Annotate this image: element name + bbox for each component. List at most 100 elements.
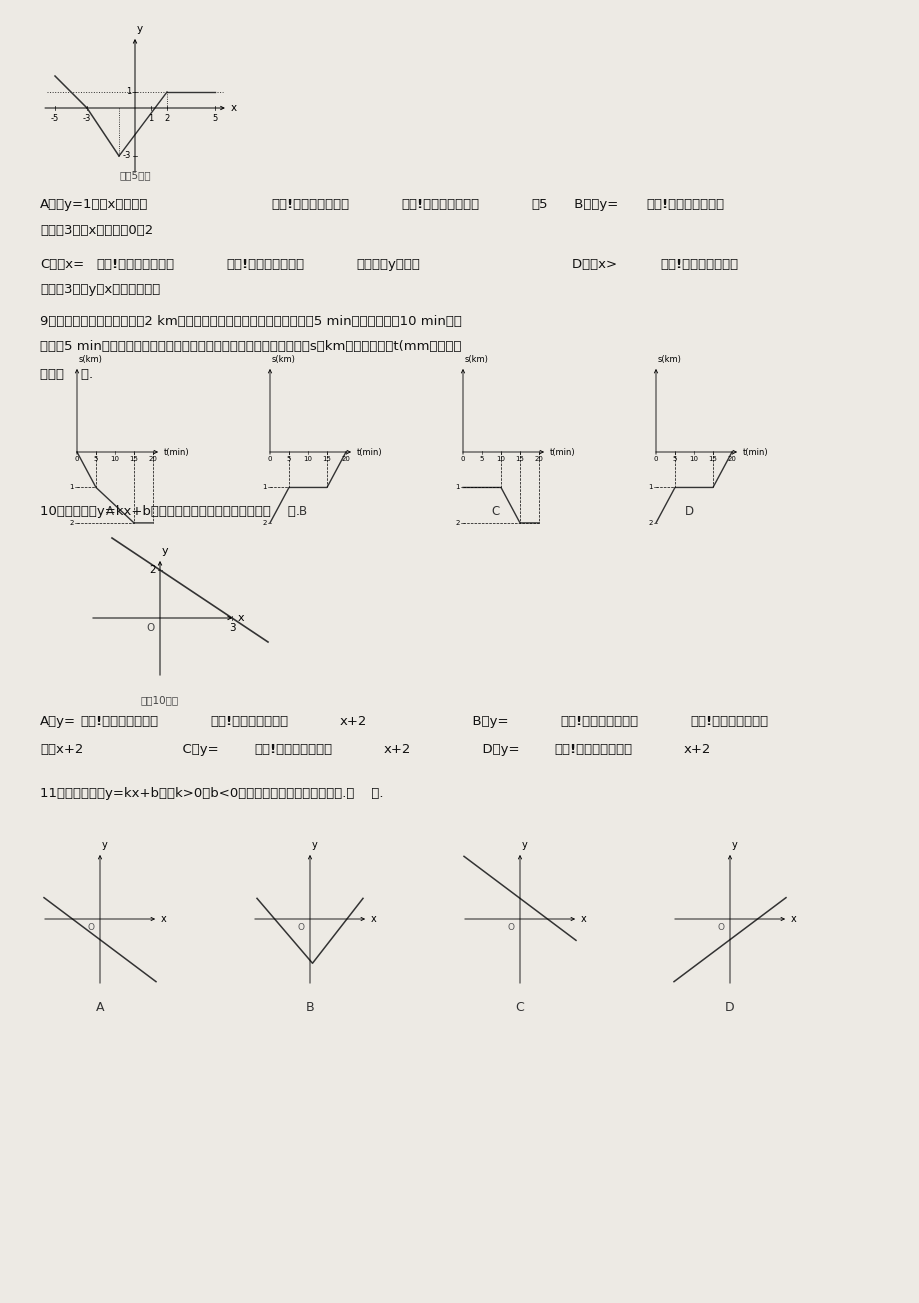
Text: 10: 10 bbox=[496, 456, 505, 463]
Text: 错误!未找到引用源。: 错误!未找到引用源。 bbox=[210, 715, 288, 728]
Text: 2: 2 bbox=[262, 520, 267, 526]
Text: 0: 0 bbox=[74, 456, 79, 463]
Text: y: y bbox=[102, 840, 108, 850]
Text: 1: 1 bbox=[126, 87, 130, 96]
Text: 20: 20 bbox=[534, 456, 543, 463]
Text: s(km): s(km) bbox=[272, 354, 296, 364]
Text: x: x bbox=[581, 913, 586, 924]
Text: t(min): t(min) bbox=[550, 447, 575, 456]
Text: 错误!未找到引用源。: 错误!未找到引用源。 bbox=[659, 258, 737, 271]
Text: 20: 20 bbox=[341, 456, 350, 463]
Text: 1: 1 bbox=[70, 485, 74, 490]
Text: 1: 1 bbox=[148, 113, 153, 122]
Text: 10．一次函数y=kx+b的图像如图，则其函数关系式为（    ）.: 10．一次函数y=kx+b的图像如图，则其函数关系式为（ ）. bbox=[40, 506, 300, 519]
Text: x: x bbox=[161, 913, 166, 924]
Text: 5: 5 bbox=[287, 456, 291, 463]
Text: 续骑了5 min到家。下面哪一个图象能大致描述他回家过程中离家的距离s（km）与所用时间t(mm）之间的: 续骑了5 min到家。下面哪一个图象能大致描述他回家过程中离家的距离s（km）与… bbox=[40, 340, 461, 353]
Text: 10: 10 bbox=[303, 456, 312, 463]
Text: C．y=: C．y= bbox=[140, 743, 219, 756]
Text: A: A bbox=[96, 1001, 104, 1014]
Text: B: B bbox=[305, 1001, 314, 1014]
Text: 2: 2 bbox=[648, 520, 652, 526]
Text: 源。x+2: 源。x+2 bbox=[40, 743, 84, 756]
Text: A．y=: A．y= bbox=[40, 715, 76, 728]
Text: 0: 0 bbox=[267, 456, 272, 463]
Text: 9．小明所在学校离家距离为2 km，某天他放学后骑自行车回家，行驶了5 min后。因故停留10 min，继: 9．小明所在学校离家距离为2 km，某天他放学后骑自行车回家，行驶了5 min后… bbox=[40, 315, 461, 328]
Text: x+2: x+2 bbox=[340, 715, 367, 728]
Text: 错误!未找到引用源。: 错误!未找到引用源。 bbox=[553, 743, 631, 756]
Text: 1: 1 bbox=[262, 485, 267, 490]
Text: 15: 15 bbox=[708, 456, 717, 463]
Text: 用源。3时，y随x的增大而增大: 用源。3时，y随x的增大而增大 bbox=[40, 283, 160, 296]
Text: 10: 10 bbox=[688, 456, 698, 463]
Text: 用源。3时，x的取值是0，2: 用源。3时，x的取值是0，2 bbox=[40, 224, 153, 237]
Text: x: x bbox=[370, 913, 377, 924]
Text: 3: 3 bbox=[229, 623, 235, 633]
Text: D: D bbox=[724, 1001, 734, 1014]
Text: x: x bbox=[238, 612, 244, 623]
Text: 关系（    ）.: 关系（ ）. bbox=[40, 367, 93, 380]
Text: 5: 5 bbox=[94, 456, 98, 463]
Text: s(km): s(km) bbox=[464, 354, 488, 364]
Text: A．当y=1时，x的取值是: A．当y=1时，x的取值是 bbox=[40, 198, 148, 211]
Text: O: O bbox=[717, 923, 724, 932]
Text: 错误!未找到引用源。: 错误!未找到引用源。 bbox=[254, 743, 332, 756]
Text: D．当x>: D．当x> bbox=[538, 258, 617, 271]
Text: x+2: x+2 bbox=[383, 743, 411, 756]
Text: C．当x=: C．当x= bbox=[40, 258, 84, 271]
Text: s(km): s(km) bbox=[657, 354, 681, 364]
Text: 5: 5 bbox=[672, 456, 676, 463]
Text: -3: -3 bbox=[83, 113, 91, 122]
Text: t(min): t(min) bbox=[164, 447, 189, 456]
Text: y: y bbox=[732, 840, 737, 850]
Text: 错误!未找到引用源。: 错误!未找到引用源。 bbox=[645, 198, 723, 211]
Text: 错误!未找到引用源。: 错误!未找到引用源。 bbox=[80, 715, 158, 728]
Text: 错误!未找到引用源。: 错误!未找到引用源。 bbox=[560, 715, 638, 728]
Text: 错误!未找到引用源。: 错误!未找到引用源。 bbox=[226, 258, 304, 271]
Text: y: y bbox=[312, 840, 317, 850]
Text: y: y bbox=[137, 23, 143, 34]
Text: 错误!未找到引用源。: 错误!未找到引用源。 bbox=[689, 715, 767, 728]
Text: 时，函数y值最大: 时，函数y值最大 bbox=[356, 258, 419, 271]
Text: C: C bbox=[515, 1001, 524, 1014]
Text: 5: 5 bbox=[212, 113, 218, 122]
Text: ，5: ，5 bbox=[530, 198, 547, 211]
Text: C: C bbox=[492, 506, 500, 519]
Text: 错误!未找到引用源。: 错误!未找到引用源。 bbox=[401, 198, 479, 211]
Text: 2: 2 bbox=[455, 520, 460, 526]
Text: t(min): t(min) bbox=[357, 447, 382, 456]
Text: 5: 5 bbox=[480, 456, 483, 463]
Text: 2: 2 bbox=[165, 113, 169, 122]
Text: O: O bbox=[147, 623, 154, 633]
Text: 20: 20 bbox=[148, 456, 157, 463]
Text: A: A bbox=[106, 506, 114, 519]
Text: 错误!未找到引用源。: 错误!未找到引用源。 bbox=[271, 198, 348, 211]
Text: （第5题）: （第5题） bbox=[119, 169, 151, 180]
Text: t(min): t(min) bbox=[743, 447, 767, 456]
Text: 20: 20 bbox=[727, 456, 735, 463]
Text: x: x bbox=[231, 103, 237, 113]
Text: B．当y=: B．当y= bbox=[552, 198, 618, 211]
Text: 0: 0 bbox=[653, 456, 657, 463]
Text: -5: -5 bbox=[51, 113, 59, 122]
Text: 15: 15 bbox=[323, 456, 331, 463]
Text: x+2: x+2 bbox=[683, 743, 710, 756]
Text: 0: 0 bbox=[460, 456, 465, 463]
Text: D．y=: D．y= bbox=[439, 743, 519, 756]
Text: O: O bbox=[507, 923, 515, 932]
Text: -3: -3 bbox=[122, 151, 130, 160]
Text: O: O bbox=[88, 923, 95, 932]
Text: s(km): s(km) bbox=[79, 354, 103, 364]
Text: 15: 15 bbox=[130, 456, 138, 463]
Text: D: D bbox=[684, 506, 693, 519]
Text: B: B bbox=[299, 506, 307, 519]
Text: （第10题）: （第10题） bbox=[141, 694, 179, 705]
Text: 错误!未找到引用源。: 错误!未找到引用源。 bbox=[96, 258, 174, 271]
Text: B．y=: B．y= bbox=[429, 715, 508, 728]
Text: 2: 2 bbox=[149, 566, 156, 575]
Text: 1: 1 bbox=[455, 485, 460, 490]
Text: 10: 10 bbox=[110, 456, 119, 463]
Text: y: y bbox=[521, 840, 528, 850]
Text: 1: 1 bbox=[648, 485, 652, 490]
Text: 11．若一次函数y=kx+b中，k>0，b<0，则它的图象的基本特征如图.（    ）.: 11．若一次函数y=kx+b中，k>0，b<0，则它的图象的基本特征如图.（ ）… bbox=[40, 787, 383, 800]
